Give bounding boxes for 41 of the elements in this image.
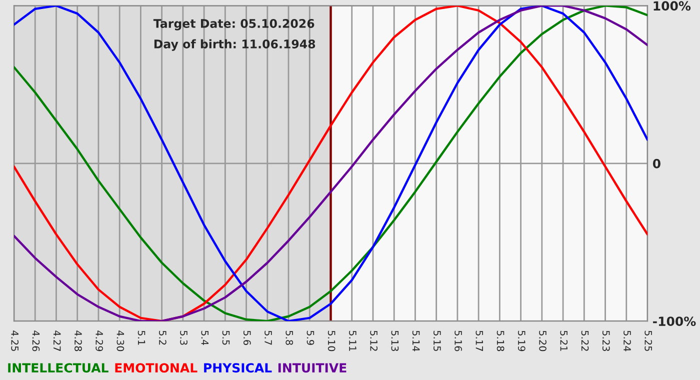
x-tick-label: 5.22 bbox=[581, 330, 589, 351]
x-tick-label: 4.25 bbox=[11, 330, 19, 351]
text: INTUITIVE bbox=[278, 363, 346, 373]
y-tick-label: 100% bbox=[654, 1, 691, 11]
x-tick-label: 5.7 bbox=[264, 330, 272, 345]
text: INTELLECTUAL bbox=[8, 363, 108, 373]
annotation: Day of birth: 11.06.1948 bbox=[154, 39, 316, 51]
x-tick-label: 5.24 bbox=[624, 330, 631, 352]
line-series bbox=[14, 6, 648, 322]
x-tick-label: 5.19 bbox=[518, 330, 526, 352]
x-tick-label: 5.3 bbox=[180, 330, 188, 345]
x-tick-label: 5.9 bbox=[306, 330, 314, 345]
x-tick-label: 4.26 bbox=[32, 330, 40, 352]
x-tick-label: 5.25 bbox=[644, 330, 652, 351]
x-tick-label: 4.28 bbox=[74, 330, 82, 352]
x-tick-label: 5.13 bbox=[391, 330, 399, 351]
text: EMOTIONAL bbox=[115, 363, 198, 373]
y-tick-label: 0 bbox=[652, 158, 660, 168]
text: PHYSICAL bbox=[204, 363, 272, 373]
y-tick-label: -100% bbox=[653, 316, 696, 326]
x-tick-label: 5.23 bbox=[602, 330, 610, 351]
x-tick-label: 4.30 bbox=[116, 330, 124, 352]
x-tick-label: 5.18 bbox=[496, 330, 504, 352]
x-tick-label: 5.10 bbox=[328, 330, 336, 352]
x-tick-label: 5.5 bbox=[222, 330, 230, 345]
x-tick-label: 5.16 bbox=[454, 330, 462, 352]
x-tick-label: 5.1 bbox=[138, 330, 146, 345]
x-tick-label: 5.8 bbox=[286, 330, 294, 345]
x-tick-label: 5.21 bbox=[560, 330, 568, 351]
x-tick-label: 5.6 bbox=[243, 330, 251, 345]
x-tick-label: 5.4 bbox=[201, 330, 208, 346]
x-tick-label: 5.11 bbox=[349, 330, 356, 351]
x-tick-label: 4.27 bbox=[54, 330, 61, 351]
x-tick-label: 5.20 bbox=[539, 330, 546, 352]
x-tick-label: 5.14 bbox=[412, 330, 420, 352]
x-tick-label: 5.15 bbox=[434, 330, 441, 351]
x-tick-label: 4.29 bbox=[96, 330, 103, 352]
x-tick-label: 5.2 bbox=[158, 330, 166, 345]
x-tick-label: 5.12 bbox=[370, 330, 378, 351]
annotation: Target Date: 05.10.2026 bbox=[153, 19, 314, 30]
x-tick-label: 5.17 bbox=[476, 330, 483, 351]
